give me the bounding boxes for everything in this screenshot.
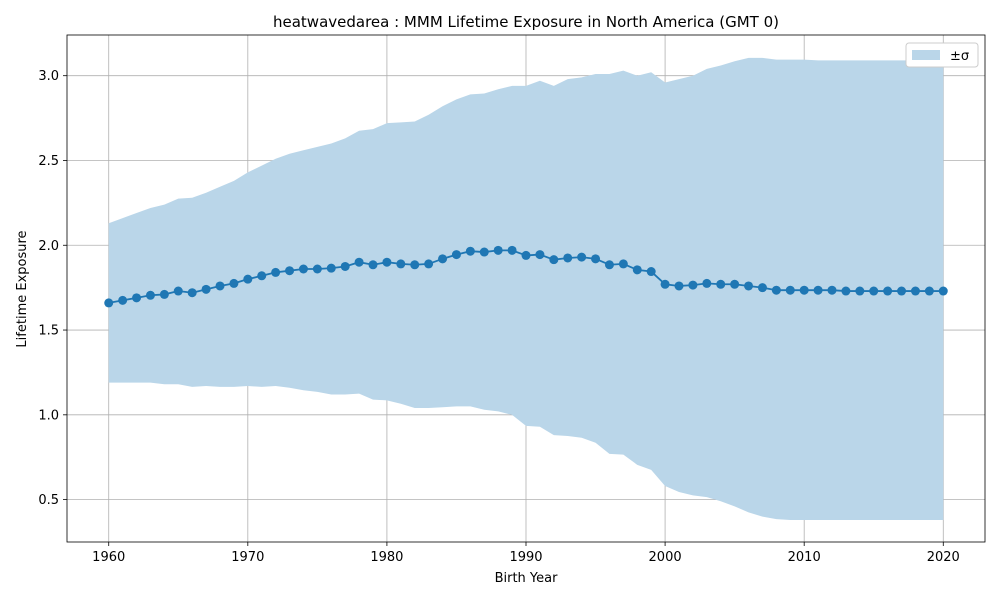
data-point: [757, 283, 767, 293]
data-point: [688, 280, 698, 290]
chart-title: heatwavedarea : MMM Lifetime Exposure in…: [273, 13, 779, 31]
data-point: [646, 267, 656, 277]
std-band: [108, 57, 944, 520]
data-point: [173, 286, 183, 296]
legend: ±σ: [905, 42, 979, 68]
data-point: [910, 286, 920, 296]
data-point: [438, 254, 448, 264]
data-point: [507, 245, 517, 255]
data-point: [479, 247, 489, 257]
y-tick-label: 1.0: [38, 408, 59, 423]
y-tick-label: 0.5: [38, 493, 59, 508]
data-point: [924, 286, 934, 296]
data-point: [563, 253, 573, 263]
x-axis-label: Birth Year: [495, 571, 559, 586]
x-tick-label: 2020: [927, 550, 960, 565]
data-point: [521, 250, 531, 260]
data-point: [229, 278, 239, 288]
data-point: [368, 260, 378, 270]
data-point: [535, 250, 545, 260]
data-point: [883, 286, 893, 296]
data-point: [424, 259, 434, 269]
data-point: [354, 257, 364, 267]
y-tick-label: 1.5: [38, 324, 59, 339]
data-point: [897, 286, 907, 296]
data-point: [326, 263, 336, 273]
data-point: [730, 279, 740, 289]
data-point: [841, 286, 851, 296]
data-point: [271, 267, 281, 277]
data-point: [938, 286, 948, 296]
data-point: [257, 271, 267, 281]
data-point: [869, 286, 879, 296]
data-point: [451, 250, 461, 260]
data-point: [285, 266, 295, 276]
data-point: [660, 279, 670, 289]
x-axis-ticks: 1960 1970 1980 1990 2000 2010 2020: [92, 542, 960, 565]
data-point: [104, 298, 114, 308]
data-point: [118, 295, 128, 305]
data-point: [145, 290, 155, 300]
legend-frame: [905, 42, 979, 68]
data-point: [312, 264, 322, 274]
x-tick-label: 1980: [370, 550, 403, 565]
y-tick-label: 2.5: [38, 154, 59, 169]
data-point: [855, 286, 865, 296]
x-tick-label: 1990: [509, 550, 542, 565]
data-point: [591, 254, 601, 264]
data-point: [298, 264, 308, 274]
data-point: [382, 257, 392, 267]
data-point: [771, 285, 781, 295]
data-point: [813, 285, 823, 295]
legend-label-std: ±σ: [950, 49, 969, 64]
x-tick-label: 2000: [649, 550, 682, 565]
y-tick-label: 2.0: [38, 239, 59, 254]
data-point: [604, 260, 614, 270]
x-tick-label: 1960: [92, 550, 125, 565]
data-point: [243, 274, 253, 284]
x-tick-label: 2010: [788, 550, 821, 565]
data-point: [396, 259, 406, 269]
data-point: [744, 281, 754, 291]
data-point: [410, 260, 420, 270]
data-point: [702, 278, 712, 288]
data-point: [215, 281, 225, 291]
data-point: [132, 293, 142, 303]
data-point: [549, 255, 559, 265]
data-point: [827, 285, 837, 295]
legend-swatch-band: [912, 50, 940, 60]
data-point: [340, 261, 350, 271]
y-axis-ticks: 0.5 1.0 1.5 2.0 2.5 3.0: [38, 69, 67, 508]
data-point: [618, 259, 628, 269]
data-points: [104, 245, 948, 308]
data-point: [187, 288, 197, 298]
std-band-layer: [108, 57, 944, 520]
data-point: [674, 281, 684, 291]
data-point: [799, 285, 809, 295]
data-point: [632, 265, 642, 275]
data-point: [577, 252, 587, 262]
data-point: [159, 289, 169, 299]
data-point: [201, 284, 211, 294]
data-point: [785, 285, 795, 295]
y-tick-label: 3.0: [38, 69, 59, 84]
data-point: [716, 279, 726, 289]
y-axis-label: Lifetime Exposure: [15, 230, 30, 347]
x-tick-label: 1970: [231, 550, 264, 565]
data-point: [493, 245, 503, 255]
data-point: [465, 246, 475, 256]
